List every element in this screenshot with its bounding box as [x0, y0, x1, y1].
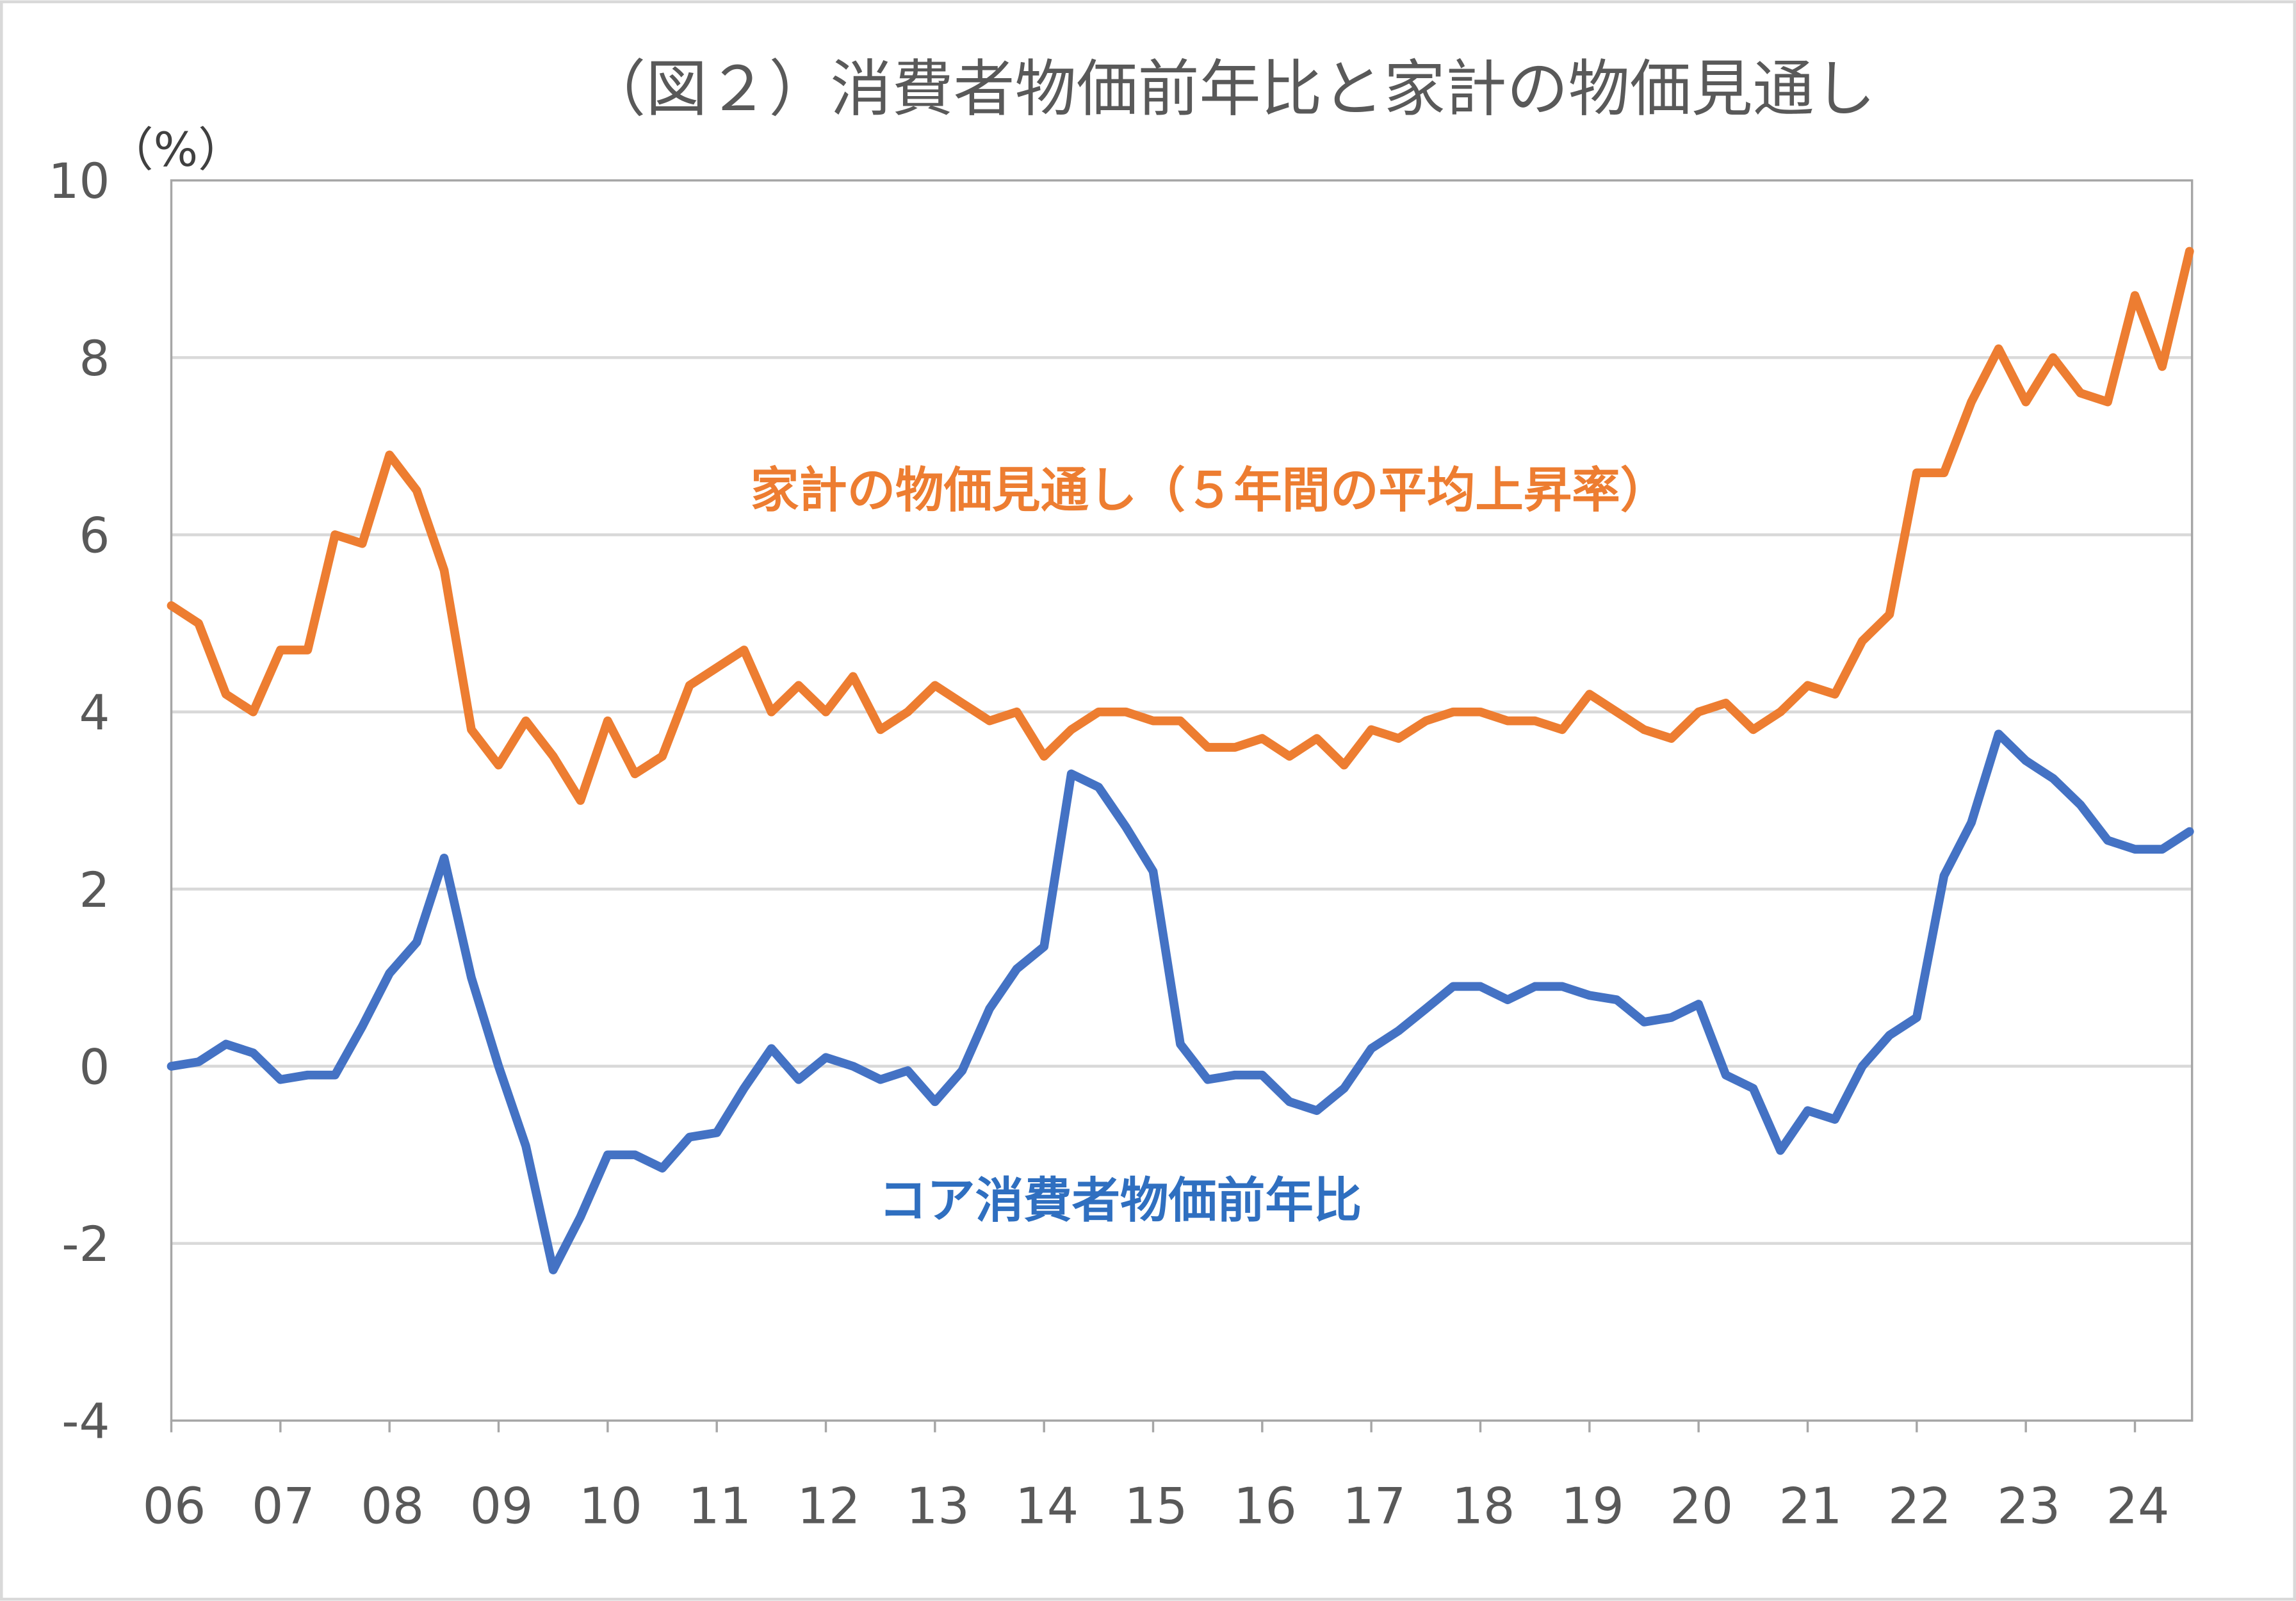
y-tick-label: 10 — [48, 153, 110, 209]
x-tick-label: 22 — [1888, 1477, 1951, 1535]
x-tick-label: 23 — [1997, 1477, 2060, 1535]
x-tick-label: 11 — [688, 1477, 751, 1535]
x-tick-label: 19 — [1561, 1477, 1624, 1535]
y-tick-label: 8 — [79, 330, 110, 387]
x-tick-label: 08 — [361, 1477, 424, 1535]
x-tick-label: 13 — [906, 1477, 970, 1535]
y-tick-label: 6 — [79, 507, 110, 564]
y-tick-label: 0 — [79, 1039, 110, 1095]
x-tick-label: 12 — [797, 1477, 861, 1535]
series-label-core-cpi: コア消費者物価前年比 — [879, 1172, 1362, 1228]
series-label-household: 家計の物価見通し（５年間の平均上昇率） — [751, 462, 1668, 519]
x-tick-label: 15 — [1125, 1477, 1188, 1535]
y-tick-label: -4 — [61, 1394, 110, 1450]
x-tick-label: 10 — [579, 1477, 642, 1535]
x-tick-label: 24 — [2106, 1477, 2170, 1535]
x-tick-label: 20 — [1670, 1477, 1733, 1535]
x-tick-label: 06 — [143, 1477, 206, 1535]
y-tick-label: 4 — [79, 685, 110, 741]
y-axis-unit: （%） — [106, 123, 245, 177]
x-tick-label: 14 — [1015, 1477, 1079, 1535]
plot-area — [170, 179, 2194, 1422]
x-tick-label: 17 — [1342, 1477, 1406, 1535]
x-tick-label: 18 — [1452, 1477, 1515, 1535]
y-tick-label: -2 — [61, 1216, 110, 1272]
x-tick-label: 21 — [1779, 1477, 1843, 1535]
chart-title: （図２）消費者物価前年比と家計の物価見通し — [584, 53, 1875, 125]
x-tick-label: 16 — [1233, 1477, 1297, 1535]
x-tick-label: 07 — [252, 1477, 315, 1535]
x-tick-label: 09 — [470, 1477, 533, 1535]
y-tick-label: 2 — [79, 862, 110, 918]
